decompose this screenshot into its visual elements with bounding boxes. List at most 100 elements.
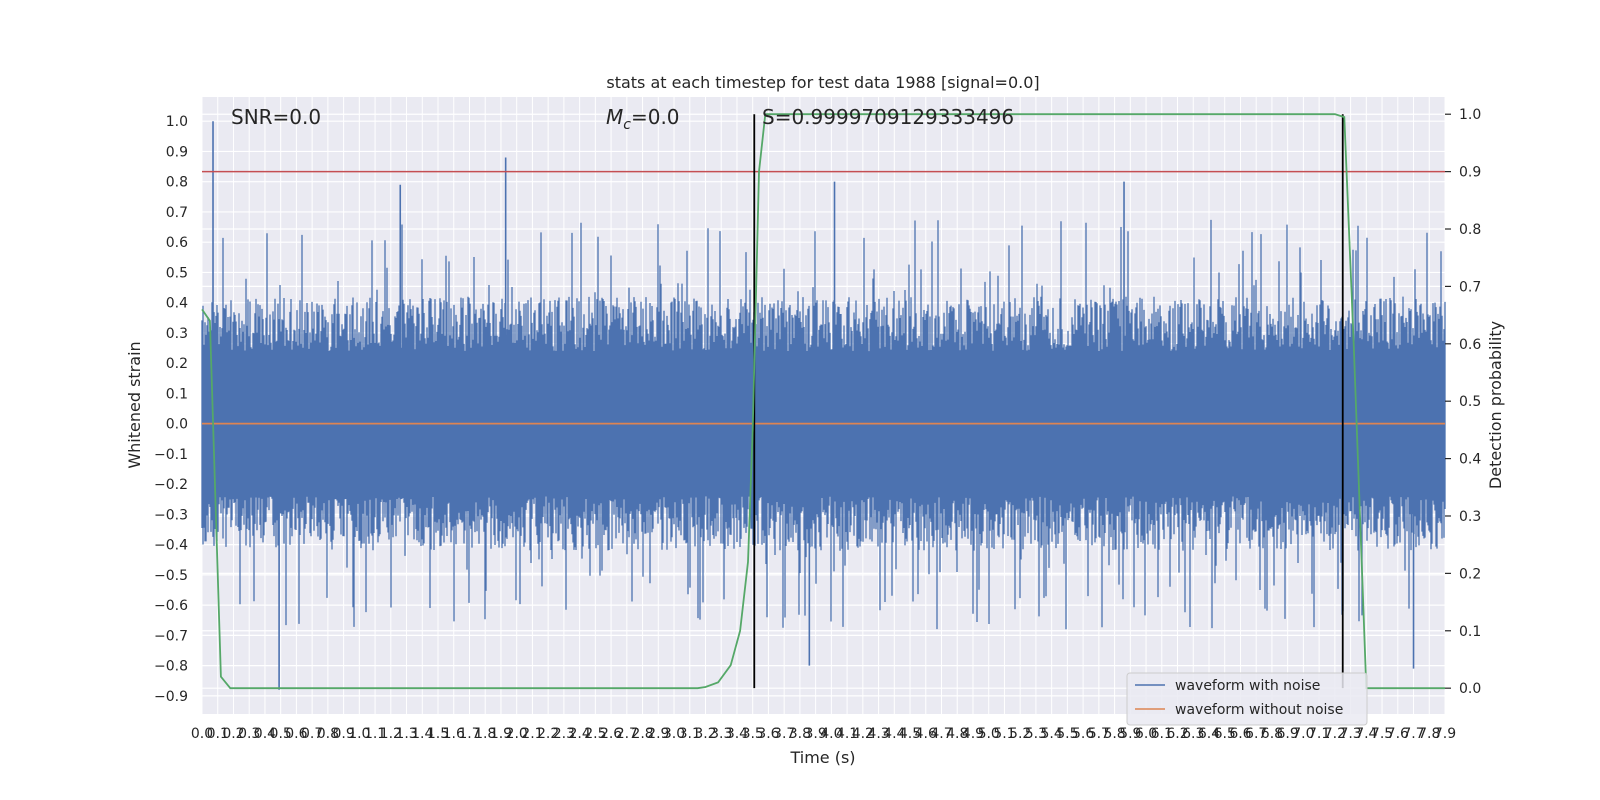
- x-tick-label: 4.3: [867, 726, 889, 742]
- y-tick-label: 0.3: [166, 326, 188, 342]
- noise-series: [201, 121, 1446, 690]
- y2-tick-label: 0.8: [1459, 222, 1481, 238]
- legend: waveform with noise waveform without noi…: [1126, 672, 1368, 726]
- x-tick-label: 6.5: [1214, 726, 1236, 742]
- x-tick-label: 1.5: [427, 726, 449, 742]
- x-tick-label: 6.8: [1261, 726, 1283, 742]
- y-tick-label: 0.9: [166, 144, 188, 160]
- x-axis-label: Time (s): [789, 748, 855, 767]
- y2-tick-label: 0.1: [1459, 624, 1481, 640]
- x-tick-label: 4.9: [962, 726, 984, 742]
- x-tick-label: 1.0: [348, 726, 370, 742]
- x-tick-label: 7.7: [1402, 726, 1424, 742]
- x-tick-label: 7.6: [1387, 726, 1409, 742]
- x-tick-label: 0.2: [222, 726, 244, 742]
- x-tick-label: 1.2: [380, 726, 402, 742]
- x-tick-label: 1.4: [411, 726, 433, 742]
- x-tick-label: 4.1: [836, 726, 858, 742]
- legend-entry-noise: waveform with noise: [1175, 678, 1320, 694]
- y2-tick-label: 0.6: [1459, 337, 1481, 353]
- x-tick-label: 7.9: [1434, 726, 1456, 742]
- x-tick-label: 6.1: [1151, 726, 1173, 742]
- x-tick-label: 5.8: [1103, 726, 1125, 742]
- y2-tick-label: 0.7: [1459, 279, 1481, 295]
- x-tick-label: 3.8: [789, 726, 811, 742]
- x-tick-label: 5.4: [1041, 726, 1063, 742]
- y-tick-label: 0.2: [166, 356, 188, 372]
- x-tick-label: 0.8: [317, 726, 339, 742]
- x-tick-label: 2.0: [506, 726, 528, 742]
- y-axis-ticks: 1.0 0.9 0.8 0.7 0.6 0.5 0.4 0.3 0.2 0.1 0.0 −0.1 −0.…: [154, 114, 188, 705]
- chart-title: stats at each timestep for test data 198…: [606, 73, 1039, 92]
- x-tick-label: 7.5: [1371, 726, 1393, 742]
- y-tick-label: 0.6: [166, 235, 188, 251]
- x-tick-label: 0.1: [207, 726, 229, 742]
- snr-annotation: SNR=0.0: [231, 105, 321, 129]
- x-tick-label: 6.9: [1277, 726, 1299, 742]
- x-tick-label: 1.3: [395, 726, 417, 742]
- x-tick-label: 2.2: [537, 726, 559, 742]
- x-tick-label: 2.6: [600, 726, 622, 742]
- x-tick-label: 4.2: [852, 726, 874, 742]
- x-tick-label: 2.4: [568, 726, 590, 742]
- y-tick-label: −0.5: [154, 568, 188, 584]
- x-tick-label: 3.5: [742, 726, 764, 742]
- mc-annotation: Mc=0.0: [606, 105, 680, 133]
- x-tick-label: 4.8: [946, 726, 968, 742]
- x-tick-label: 3.4: [726, 726, 748, 742]
- x-tick-label: 4.4: [883, 726, 905, 742]
- x-tick-label: 2.3: [553, 726, 575, 742]
- x-tick-label: 0.9: [332, 726, 354, 742]
- x-tick-label: 7.0: [1292, 726, 1314, 742]
- x-tick-label: 6.6: [1229, 726, 1251, 742]
- x-tick-label: 4.0: [820, 726, 842, 742]
- y-tick-label: −0.7: [154, 628, 188, 644]
- y2-tick-label: 1.0: [1459, 107, 1481, 123]
- x-tick-label: 5.1: [993, 726, 1015, 742]
- x-tick-label: 3.2: [694, 726, 716, 742]
- x-tick-label: 7.4: [1355, 726, 1377, 742]
- x-tick-label: 3.9: [805, 726, 827, 742]
- x-tick-label: 0.0: [191, 726, 213, 742]
- y2-tick-label: 0.2: [1459, 566, 1481, 582]
- x-tick-label: 3.1: [679, 726, 701, 742]
- x-tick-label: 1.9: [490, 726, 512, 742]
- x-tick-label: 2.8: [631, 726, 653, 742]
- y2-tick-label: 0.3: [1459, 509, 1481, 525]
- x-tick-label: 2.1: [521, 726, 543, 742]
- x-tick-label: 0.7: [301, 726, 323, 742]
- y-tick-label: 0.8: [166, 175, 188, 191]
- x-tick-label: 5.0: [978, 726, 1000, 742]
- y-tick-label: −0.3: [154, 507, 188, 523]
- x-tick-label: 3.3: [710, 726, 732, 742]
- mc-subscript: c: [623, 117, 631, 133]
- x-axis-ticks: 0.00.10.20.30.40.50.60.70.80.91.01.11.21…: [191, 726, 1456, 742]
- x-tick-label: 5.3: [1025, 726, 1047, 742]
- x-tick-label: 6.0: [1135, 726, 1157, 742]
- y-tick-label: 0.1: [166, 386, 188, 402]
- x-tick-label: 3.6: [757, 726, 779, 742]
- x-tick-label: 6.4: [1198, 726, 1220, 742]
- y-tick-label: 0.0: [166, 417, 188, 433]
- x-tick-label: 3.0: [663, 726, 685, 742]
- y2-tick-label: 0.9: [1459, 165, 1481, 181]
- x-tick-label: 6.2: [1166, 726, 1188, 742]
- y2-tick-label: 0.4: [1459, 452, 1481, 468]
- y-tick-label: −0.8: [154, 659, 188, 675]
- y-tick-label: −0.6: [154, 598, 188, 614]
- x-tick-label: 7.3: [1339, 726, 1361, 742]
- y-axis-label: Whitened strain: [125, 341, 144, 468]
- y-tick-label: 1.0: [166, 114, 188, 130]
- x-tick-label: 2.5: [584, 726, 606, 742]
- y-tick-label: 0.7: [166, 205, 188, 221]
- x-tick-label: 7.1: [1308, 726, 1330, 742]
- mc-symbol: M: [606, 105, 623, 129]
- y-tick-label: 0.4: [166, 296, 188, 312]
- y2-axis-ticks: 1.0 0.9 0.8 0.7 0.6 0.5 0.4 0.3 0.2 0.1 0.0: [1445, 107, 1481, 697]
- x-tick-label: 4.7: [930, 726, 952, 742]
- x-tick-label: 2.7: [616, 726, 638, 742]
- x-tick-label: 3.7: [773, 726, 795, 742]
- x-tick-label: 0.5: [270, 726, 292, 742]
- x-tick-label: 5.5: [1056, 726, 1078, 742]
